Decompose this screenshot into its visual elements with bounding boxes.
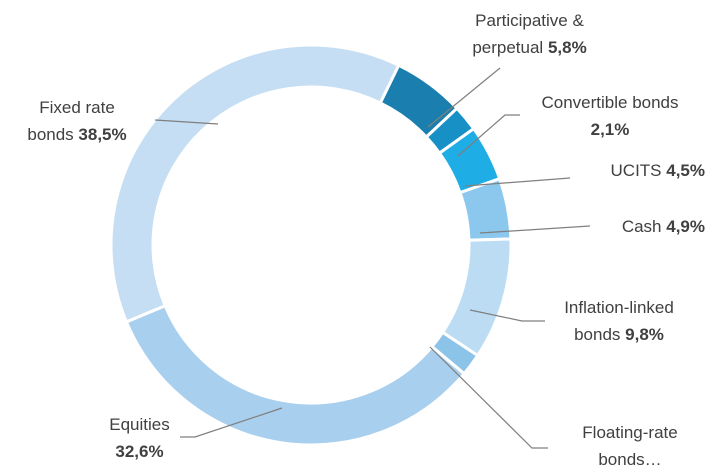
value-label: 2,1% [590, 120, 630, 139]
segment-label: Convertible bonds 2,1% [520, 89, 700, 143]
value-label: 38,5% [78, 125, 127, 144]
category-label: Participative & perpetual [472, 11, 584, 57]
segment-label: Participative & perpetual 5,8% [452, 7, 607, 61]
leader-line [469, 309, 545, 322]
donut-segment [109, 43, 401, 324]
value-label: 4,5% [666, 161, 705, 180]
segment-label: Equities 32,6% [92, 411, 187, 465]
segment-label: Fixed rate bonds 38,5% [22, 94, 132, 148]
donut [109, 43, 513, 447]
category-label: Convertible bonds [541, 93, 679, 112]
leader-lines [154, 67, 591, 449]
leader-line [479, 225, 591, 234]
segment-label: Cash 4,9% [560, 213, 705, 240]
leader-line [154, 119, 219, 125]
category-label: Equities [109, 415, 170, 434]
leader-line [457, 114, 520, 157]
leader-line [180, 407, 283, 438]
leader-line [429, 346, 548, 449]
category-label: Fixed rate bonds [27, 98, 115, 144]
segment-label: Floating-rate bonds… [580, 419, 680, 473]
category-label: Cash [621, 217, 662, 236]
leader-line [427, 67, 501, 128]
category-label: UCITS [610, 161, 662, 180]
leader-line [464, 177, 571, 187]
category-label: Inflation-linked bonds [564, 298, 674, 344]
segment-label: UCITS 4,5% [560, 157, 705, 184]
value-label: 32,6% [115, 442, 164, 461]
category-label: Floating-rate bonds… [582, 423, 678, 469]
value-label: 4,9% [666, 217, 705, 236]
value-label: 5,8% [547, 38, 587, 57]
value-label: 9,8% [625, 325, 664, 344]
segment-label: Inflation-linked bonds 9,8% [540, 294, 698, 348]
